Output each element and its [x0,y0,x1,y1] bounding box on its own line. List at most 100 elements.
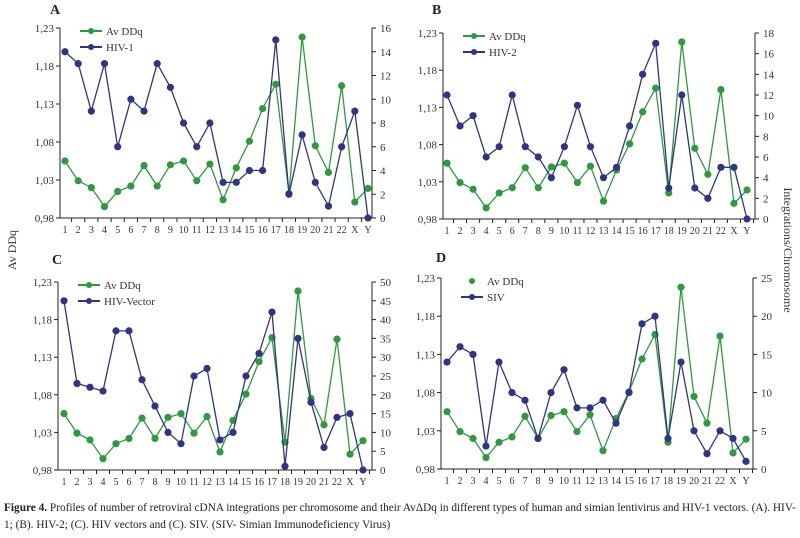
legend-label-av-ddq: Av DDq [106,26,143,38]
data-point-hiv-1 [153,60,161,68]
x-tick-label: 11 [189,477,199,488]
x-tick-label: 12 [205,225,215,236]
data-point-siv [443,358,451,366]
right-tick-label: 12 [763,90,774,102]
x-tick-label: 22 [715,476,725,487]
panel-label: D [436,251,446,266]
series-line-av-ddq [64,37,369,208]
data-point-av-ddq [259,104,267,113]
data-point-hiv-2 [626,122,634,130]
data-point-av-ddq [73,429,81,437]
data-point-av-ddq [638,355,646,363]
data-point-hiv-2 [599,174,608,182]
data-point-av-ddq [99,455,107,463]
data-point-hiv-1 [285,190,293,198]
x-tick-label: 5 [497,476,502,487]
x-tick-label: 19 [293,477,303,488]
x-tick-label: 10 [559,226,569,237]
x-tick-label: 20 [306,477,316,488]
legend-label-av-ddq: Av DDq [487,276,524,288]
data-point-av-ddq [87,184,95,192]
left-tick-label: 1,18 [33,315,53,327]
data-point-av-ddq [324,168,333,176]
x-tick-label: 7 [142,225,147,236]
data-point-av-ddq [534,184,542,192]
right-tick-label: 0 [380,213,386,225]
data-point-hiv-vector [346,410,354,418]
data-point-hiv-2 [704,194,712,202]
x-tick-label: 21 [323,225,333,236]
x-tick-label: Y [743,226,750,237]
data-point-hiv-2 [678,91,686,99]
x-tick-label: 15 [241,477,251,488]
x-tick-label: 9 [549,476,554,487]
data-point-av-ddq [743,186,751,194]
data-point-av-ddq [127,182,135,190]
data-point-hiv-vector [307,398,315,406]
right-tick-label: 25 [761,273,773,285]
data-point-av-ddq [652,84,660,92]
data-point-siv [469,350,477,358]
data-point-siv [716,427,724,435]
data-point-hiv-1 [87,107,95,115]
data-point-av-ddq [359,437,367,445]
right-tick-label: 4 [380,166,386,178]
data-point-hiv-1 [74,60,82,68]
data-point-av-ddq [151,434,159,443]
data-point-av-ddq [469,185,477,193]
data-point-av-ddq [469,434,477,443]
left-tick-label: 0,98 [33,465,53,477]
legend-marker-hiv-vector [86,298,92,304]
panel-label: A [50,3,61,18]
data-point-siv [508,389,516,397]
data-point-av-ddq [717,85,725,94]
right-tick-label: 50 [380,277,392,289]
data-point-siv [651,312,659,320]
data-point-hiv-vector [125,327,133,335]
data-point-hiv-1 [219,178,227,186]
right-tick-label: 14 [763,69,775,81]
data-point-siv [547,389,555,397]
right-tick-label: 0 [380,465,386,477]
data-point-hiv-vector [60,297,68,305]
left-tick-label: 1,18 [35,61,55,73]
data-point-av-ddq [599,197,608,205]
right-tick-label: 5 [761,426,767,438]
x-tick-label: 7 [523,476,528,487]
data-point-hiv-1 [272,36,280,44]
right-tick-label: 40 [380,315,392,327]
x-tick-label: 2 [76,225,81,236]
data-point-av-ddq [547,411,555,420]
x-tick-label: 6 [127,477,132,488]
data-point-av-ddq [179,157,188,165]
right-tick-label: 30 [380,352,392,364]
right-tick-label: 8 [763,131,769,143]
left-tick-label: 1,08 [416,388,436,400]
x-tick-label: 3 [471,226,476,237]
x-tick-label: 5 [497,226,502,237]
data-point-av-ddq [203,413,211,421]
data-point-hiv-2 [717,163,725,171]
data-point-siv [599,396,607,404]
left-tick-label: 1,13 [35,99,55,111]
x-tick-label: 14 [612,226,622,237]
data-point-hiv-2 [521,143,529,151]
data-point-av-ddq [586,162,595,170]
data-point-hiv-2 [730,163,738,171]
left-tick-label: 1,08 [418,140,438,152]
data-point-hiv-vector [112,327,120,335]
x-tick-label: 17 [271,225,281,236]
x-tick-label: 7 [140,477,145,488]
legend-marker-av-ddq [471,33,477,39]
data-point-av-ddq [521,412,529,420]
data-point-hiv-vector [86,383,94,391]
data-point-av-ddq [255,358,263,366]
data-point-av-ddq [125,434,133,443]
data-point-av-ddq [320,421,328,429]
x-tick-label: 18 [664,226,674,237]
data-point-av-ddq [573,178,582,187]
x-tick-label: 8 [536,476,541,487]
data-point-hiv-vector [242,372,250,380]
